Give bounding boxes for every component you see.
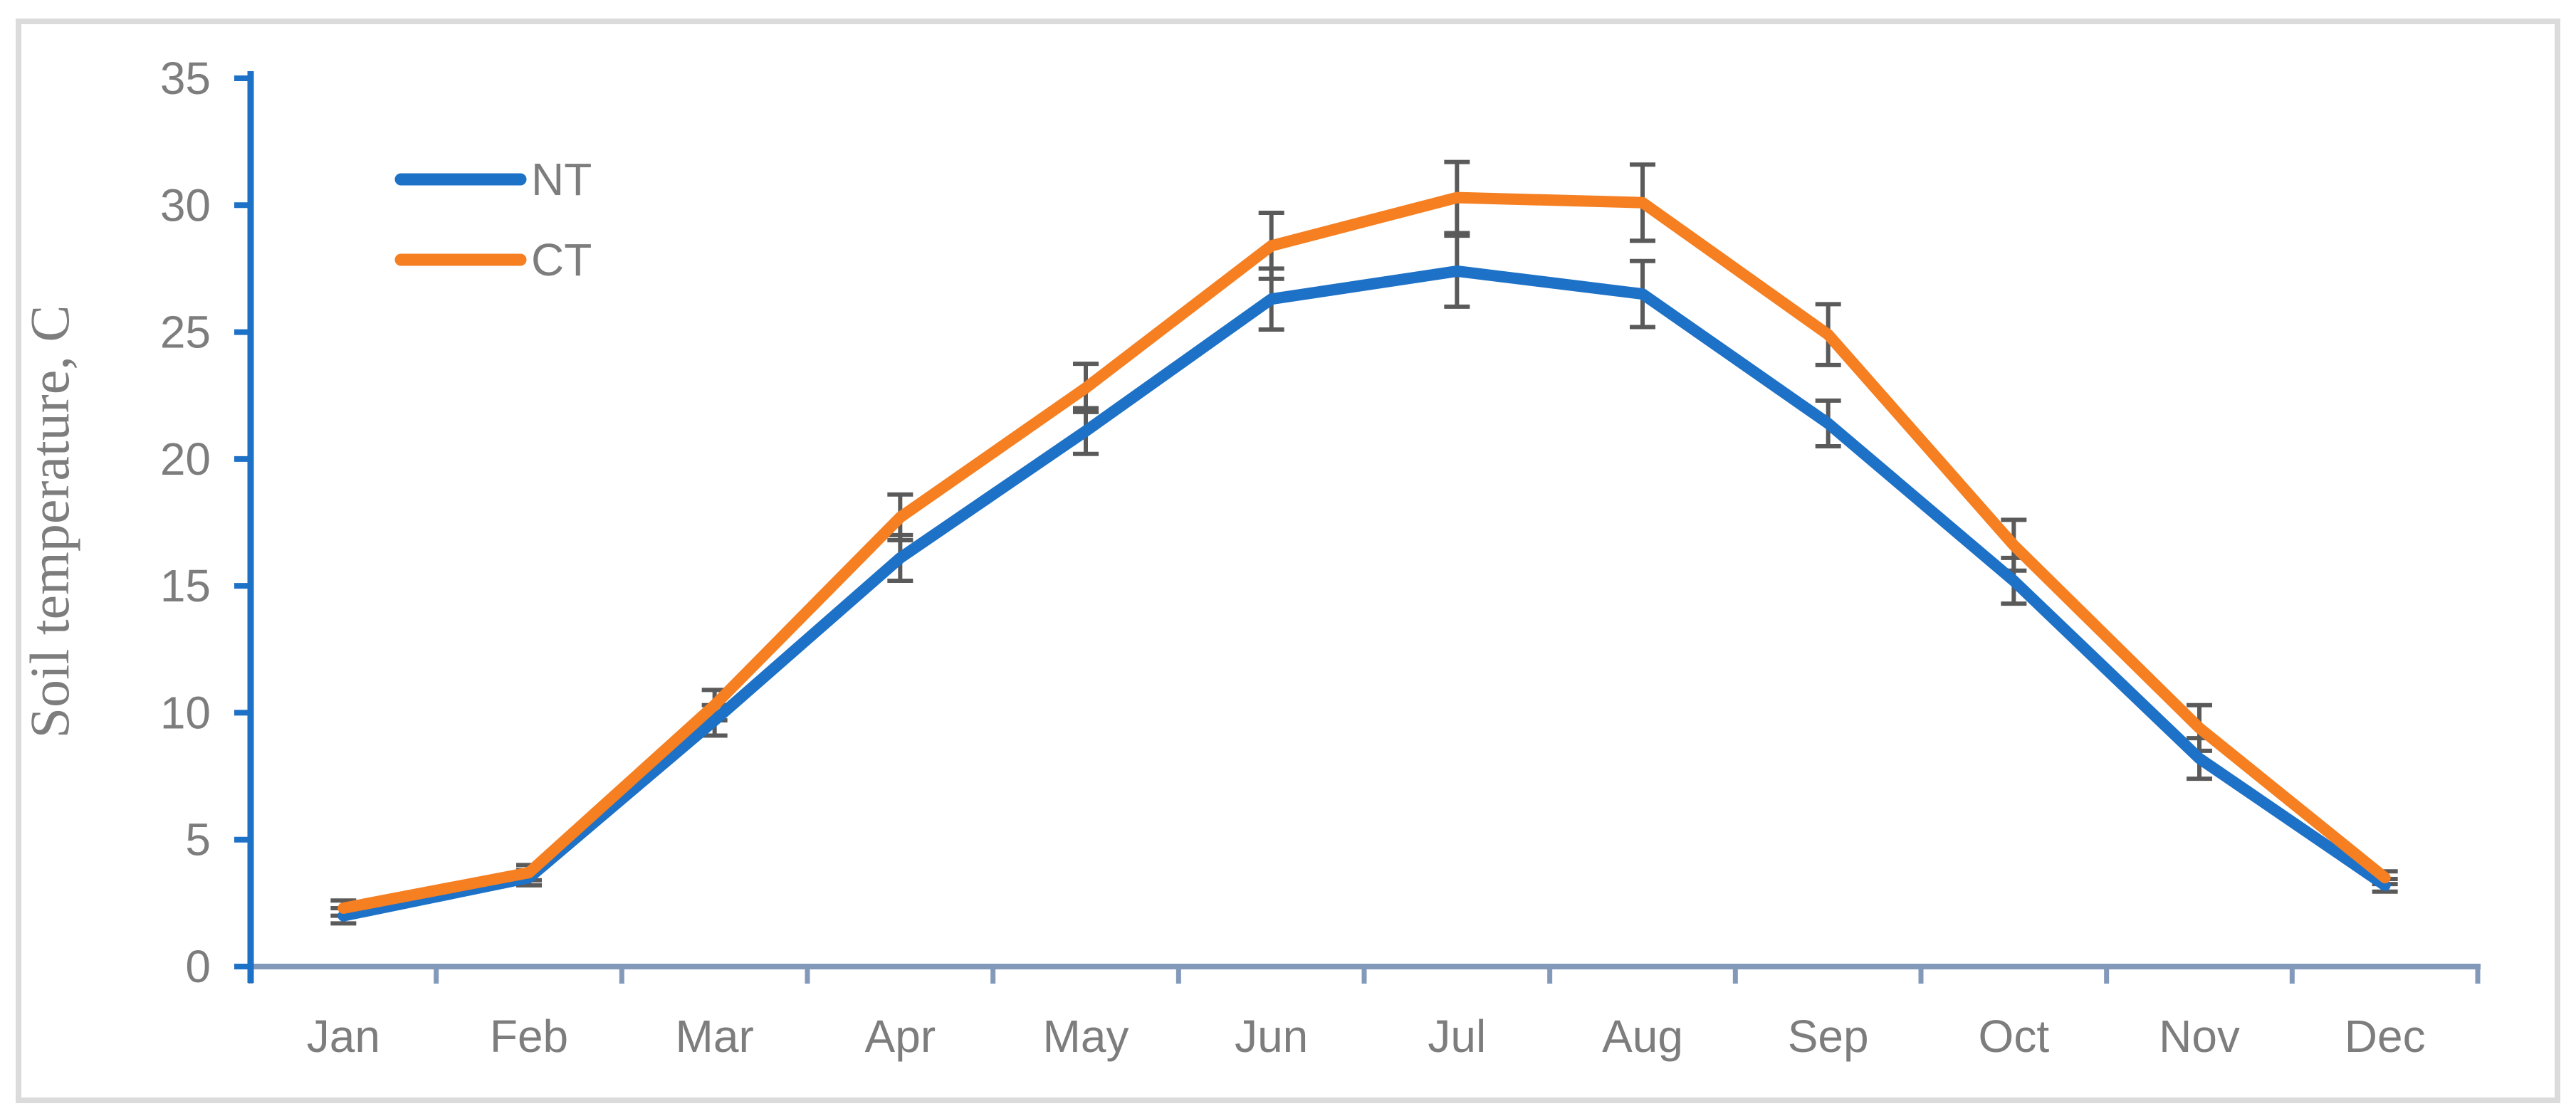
y-axis-label-0: 0	[185, 941, 211, 992]
legend-nt-label: NT	[531, 154, 592, 205]
y-axis-label-5: 5	[185, 814, 211, 865]
x-axis-label-may: May	[1043, 1011, 1129, 1062]
y-axis-title: Soil temperature, C	[19, 305, 80, 739]
series-lines	[337, 191, 2391, 922]
chart-border	[16, 19, 2560, 1103]
x-axis-label-feb: Feb	[490, 1011, 568, 1062]
legend-ct-label: CT	[531, 234, 592, 285]
x-axis-label-mar: Mar	[676, 1011, 754, 1062]
x-axis-label-aug: Aug	[1602, 1011, 1683, 1062]
y-axis-label-25: 25	[160, 307, 211, 358]
x-axis-label-oct: Oct	[1979, 1011, 2050, 1062]
x-axis-label-nov: Nov	[2159, 1011, 2240, 1062]
x-axis-label-jan: Jan	[307, 1011, 380, 1062]
axes: Jan Feb Mar Apr May Jun Jul Aug Sep Oct Nov Dec 0 5 10…	[160, 53, 2481, 1062]
x-axis-label-jul: Jul	[1428, 1011, 1486, 1062]
ct-series-line	[337, 191, 2391, 914]
nt-series-line	[337, 265, 2391, 922]
legend: NT CT	[394, 154, 592, 285]
y-axis-label-20: 20	[160, 433, 211, 485]
y-axis-label-30: 30	[160, 179, 211, 231]
x-axis-label-apr: Apr	[865, 1011, 936, 1062]
x-axis-label-sep: Sep	[1788, 1011, 1869, 1062]
y-axis-label-15: 15	[160, 560, 211, 611]
x-axis-label-dec: Dec	[2345, 1011, 2426, 1062]
y-axis-label-10: 10	[160, 687, 211, 738]
y-axis-label-35: 35	[160, 53, 211, 104]
x-axis-label-jun: Jun	[1235, 1011, 1308, 1062]
